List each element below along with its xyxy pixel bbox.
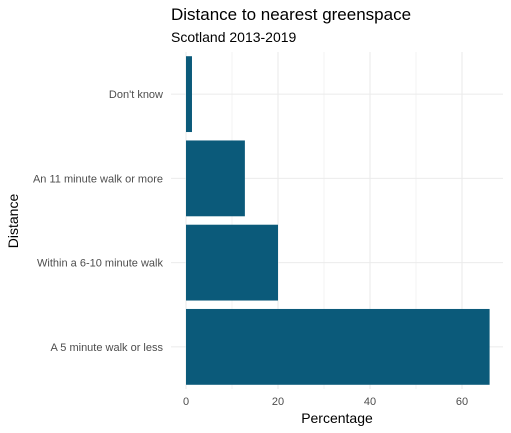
x-tick-label: 0 <box>183 396 189 408</box>
chart-title: Distance to nearest greenspace <box>171 5 412 24</box>
x-axis-title: Percentage <box>301 410 373 426</box>
x-tick-labels: 0 20 40 60 <box>183 396 468 408</box>
x-tick-label: 20 <box>272 396 284 408</box>
y-tick-labels: A 5 minute walk or less Within a 6-10 min… <box>33 89 164 354</box>
bar <box>186 308 490 385</box>
chart-subtitle: Scotland 2013-2019 <box>171 29 297 45</box>
x-tick-label: 60 <box>456 396 468 408</box>
y-tick-label: Within a 6-10 minute walk <box>37 258 163 270</box>
bar <box>186 224 278 301</box>
bar <box>186 140 245 217</box>
y-tick-label: A 5 minute walk or less <box>51 342 164 354</box>
y-axis-title: Distance <box>5 194 21 249</box>
bars <box>186 56 490 385</box>
y-tick-label: Don't know <box>109 89 163 101</box>
bar <box>186 56 192 133</box>
y-tick-label: An 11 minute walk or more <box>33 173 163 185</box>
x-tick-label: 40 <box>364 396 376 408</box>
